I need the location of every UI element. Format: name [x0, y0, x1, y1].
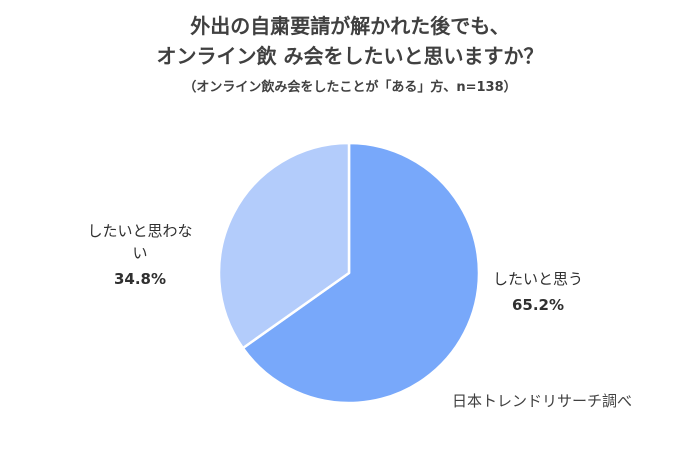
slice-label-no-line1: したいと思わな: [87, 222, 193, 240]
slice-label-no-line2: い: [132, 244, 148, 262]
slice-percent-yes: 65.2%: [511, 296, 565, 314]
chart-title-line1: 外出の自粛要請が解かれた後でも、: [190, 14, 510, 38]
slice-label-no: したいと思わな い 34.8%: [84, 220, 196, 290]
slice-percent-no: 34.8%: [113, 270, 167, 288]
pie-slice-yes: [241, 141, 481, 405]
source-note: 日本トレンドリサーチ調べ: [452, 392, 633, 410]
slice-label-yes-name: したいと思う: [492, 270, 583, 288]
chart-title-line2: オンライン飲 み会をしたいと思いますか？: [156, 44, 544, 68]
slice-label-yes: したいと思う 65.2%: [478, 268, 598, 316]
chart-subtitle: （オンライン飲み会をしたことが「ある」方、n=138）: [183, 80, 517, 95]
pie-slice-no: [217, 141, 351, 350]
